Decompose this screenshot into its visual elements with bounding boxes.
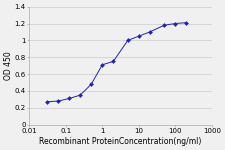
- Y-axis label: OD 450: OD 450: [4, 51, 13, 80]
- X-axis label: Recombinant ProteinConcentration(ng/ml): Recombinant ProteinConcentration(ng/ml): [39, 137, 202, 146]
